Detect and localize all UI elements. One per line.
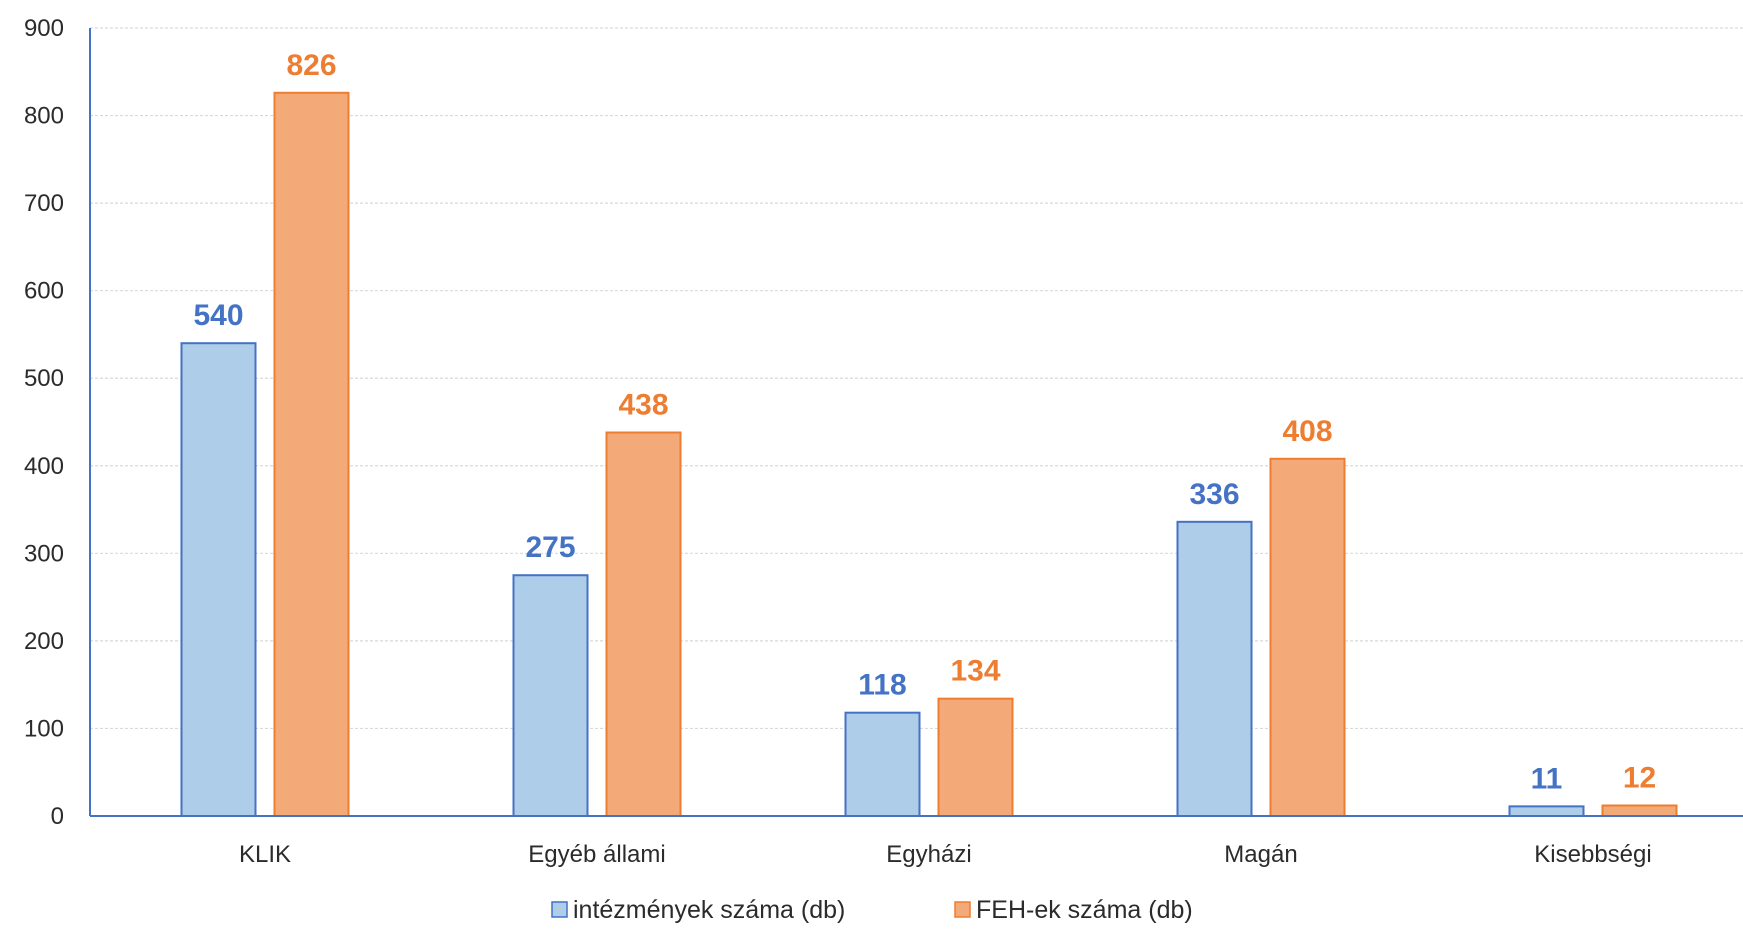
y-tick-label: 800 xyxy=(24,103,64,130)
bars xyxy=(180,91,1678,818)
legend: intézmények száma (db) FEH-ek száma (db) xyxy=(551,896,1193,924)
data-label: 118 xyxy=(858,669,906,702)
bar-series-0-egyházi xyxy=(844,711,921,817)
bar-series-0-egyéb-állami xyxy=(512,574,589,817)
data-label: 134 xyxy=(950,655,1000,688)
data-label: 438 xyxy=(618,389,668,422)
x-tick-label: Kisebbségi xyxy=(1534,841,1651,868)
legend-label: FEH-ek száma (db) xyxy=(976,896,1193,924)
y-tick-label: 200 xyxy=(24,628,64,655)
grid-lines xyxy=(90,27,1743,730)
data-label: 408 xyxy=(1282,415,1332,448)
data-label: 11 xyxy=(1531,762,1563,795)
bar-series-1-egyházi xyxy=(937,697,1014,817)
bar-series-1-kisebbségi xyxy=(1601,804,1678,818)
y-tick-label: 700 xyxy=(24,190,64,217)
bar-series-1-egyéb-állami xyxy=(605,431,682,817)
axes xyxy=(89,28,1743,817)
bar-series-0-klik xyxy=(180,342,257,817)
y-axis-tick-labels: 0 100 200 300 400 500 600 700 800 900 xyxy=(24,15,64,830)
x-tick-label: Egyházi xyxy=(886,841,971,868)
bar-series-0-kisebbségi xyxy=(1508,805,1585,818)
data-label: 12 xyxy=(1623,761,1656,794)
legend-swatch xyxy=(954,901,971,918)
y-tick-label: 100 xyxy=(24,715,64,742)
data-label: 336 xyxy=(1189,478,1239,511)
legend-label: intézmények száma (db) xyxy=(573,896,845,924)
legend-swatch xyxy=(551,901,568,918)
bar-series-1-klik xyxy=(273,91,350,817)
y-tick-label: 900 xyxy=(24,15,64,42)
y-tick-label: 500 xyxy=(24,365,64,392)
y-tick-label: 300 xyxy=(24,540,64,567)
y-tick-label: 600 xyxy=(24,278,64,305)
y-tick-label: 400 xyxy=(24,453,64,480)
x-axis-category-labels: KLIK Egyéb állami Egyházi Magán Kisebbségi xyxy=(239,841,1652,868)
x-tick-label: Magán xyxy=(1224,841,1297,868)
data-label: 275 xyxy=(525,531,575,564)
data-labels: 540 826 275 438 118 134 336 408 11 12 xyxy=(193,49,1656,796)
x-tick-label: Egyéb állami xyxy=(528,841,665,868)
data-label: 826 xyxy=(286,49,336,82)
data-label: 540 xyxy=(193,299,243,332)
y-tick-label: 0 xyxy=(51,803,64,830)
bar-series-1-magán xyxy=(1269,457,1346,817)
x-tick-label: KLIK xyxy=(239,841,291,868)
bar-series-0-magán xyxy=(1176,520,1253,818)
